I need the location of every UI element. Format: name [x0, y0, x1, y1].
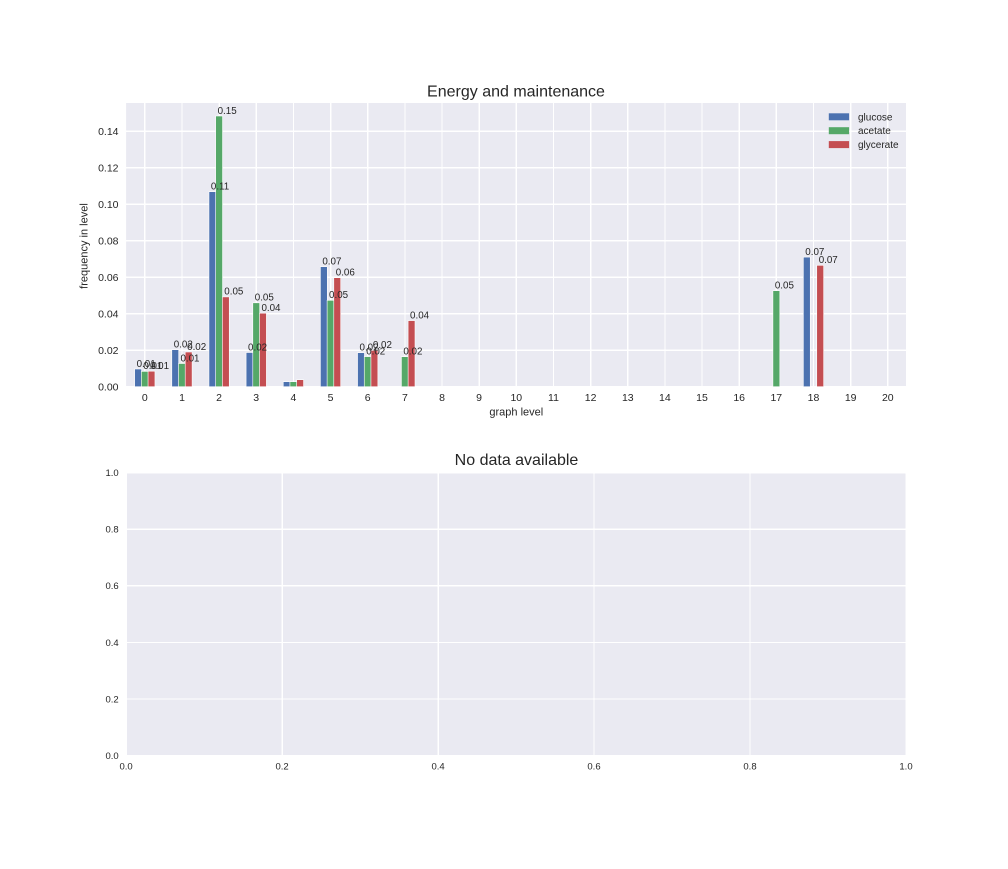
svg-text:2: 2	[216, 392, 222, 404]
svg-text:graph level: graph level	[489, 406, 543, 418]
svg-text:0.00: 0.00	[98, 382, 119, 394]
svg-text:0.0: 0.0	[119, 762, 132, 773]
svg-text:glucose: glucose	[858, 112, 893, 123]
svg-text:0.06: 0.06	[336, 268, 356, 279]
svg-text:15: 15	[696, 392, 708, 404]
svg-text:4: 4	[290, 392, 296, 404]
svg-text:0.8: 0.8	[743, 762, 756, 773]
svg-text:0.02: 0.02	[98, 345, 119, 357]
svg-text:16: 16	[733, 392, 745, 404]
svg-text:1: 1	[179, 392, 185, 404]
svg-text:Energy and maintenance: Energy and maintenance	[427, 84, 605, 101]
svg-text:glycerate: glycerate	[858, 140, 899, 151]
svg-text:13: 13	[622, 392, 634, 404]
svg-text:5: 5	[328, 392, 334, 404]
svg-text:0.01: 0.01	[137, 359, 156, 370]
svg-text:0.02: 0.02	[360, 343, 379, 354]
svg-text:19: 19	[845, 392, 857, 404]
svg-text:0.15: 0.15	[218, 106, 238, 117]
svg-text:0.05: 0.05	[329, 290, 349, 301]
svg-text:0.05: 0.05	[255, 293, 275, 304]
svg-text:0.0: 0.0	[105, 751, 118, 762]
svg-text:0.12: 0.12	[98, 163, 119, 175]
svg-text:1.0: 1.0	[105, 468, 118, 479]
svg-text:0.2: 0.2	[275, 762, 288, 773]
svg-text:acetate: acetate	[858, 126, 891, 137]
svg-text:14: 14	[659, 392, 671, 404]
svg-text:8: 8	[439, 392, 445, 404]
svg-text:No data available: No data available	[455, 452, 579, 469]
svg-text:0.04: 0.04	[98, 309, 119, 321]
svg-text:0.6: 0.6	[587, 762, 600, 773]
svg-text:11: 11	[548, 392, 559, 404]
svg-text:0.06: 0.06	[98, 272, 119, 284]
svg-text:0.04: 0.04	[410, 310, 430, 321]
svg-text:0.02: 0.02	[248, 342, 267, 353]
svg-text:0.02: 0.02	[187, 342, 206, 353]
svg-text:10: 10	[510, 392, 522, 404]
svg-text:0.6: 0.6	[105, 581, 118, 592]
svg-text:0.05: 0.05	[775, 281, 795, 292]
svg-text:17: 17	[770, 392, 782, 404]
svg-text:0.08: 0.08	[98, 236, 119, 248]
svg-text:0.01: 0.01	[150, 361, 169, 372]
svg-text:0.4: 0.4	[105, 638, 118, 649]
svg-text:0.10: 0.10	[98, 199, 119, 211]
svg-text:20: 20	[882, 392, 894, 404]
svg-text:0.02: 0.02	[373, 340, 392, 351]
svg-text:0.02: 0.02	[403, 347, 422, 358]
svg-text:9: 9	[476, 392, 482, 404]
svg-text:0.14: 0.14	[98, 126, 119, 138]
svg-text:0: 0	[142, 392, 148, 404]
svg-text:0.02: 0.02	[366, 346, 385, 357]
svg-text:0.4: 0.4	[431, 762, 444, 773]
svg-text:1.0: 1.0	[899, 762, 912, 773]
svg-text:18: 18	[808, 392, 820, 404]
svg-text:0.02: 0.02	[174, 340, 193, 351]
svg-text:3: 3	[253, 392, 259, 404]
svg-text:0.01: 0.01	[143, 361, 162, 372]
svg-text:6: 6	[365, 392, 371, 404]
svg-text:0.2: 0.2	[105, 694, 118, 705]
svg-text:0.07: 0.07	[322, 257, 341, 268]
svg-text:0.04: 0.04	[261, 303, 281, 314]
svg-text:12: 12	[585, 392, 597, 404]
svg-text:0.11: 0.11	[211, 182, 229, 193]
svg-text:7: 7	[402, 392, 408, 404]
svg-text:0.05: 0.05	[224, 287, 244, 298]
svg-text:0.8: 0.8	[105, 525, 118, 536]
svg-text:0.07: 0.07	[819, 255, 838, 266]
svg-text:frequency in level: frequency in level	[79, 203, 91, 289]
svg-text:0.01: 0.01	[180, 353, 199, 364]
svg-text:0.07: 0.07	[805, 247, 824, 258]
